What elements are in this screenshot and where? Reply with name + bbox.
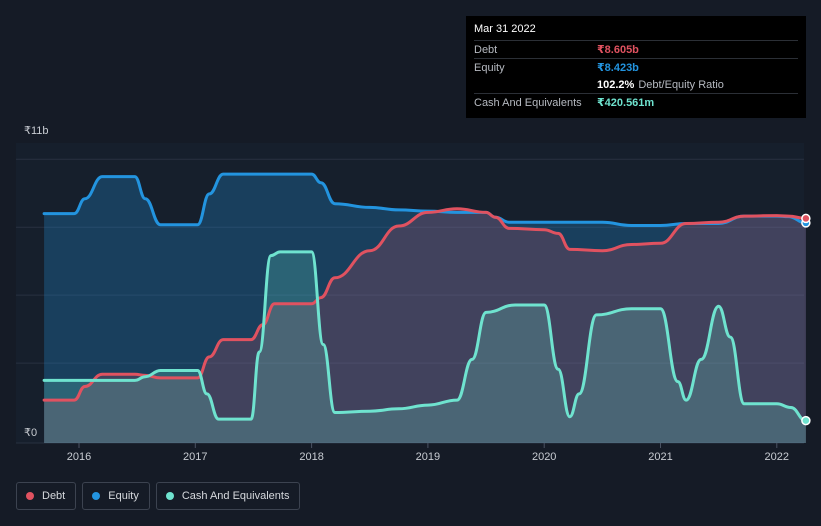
x-tick-label: 2021	[648, 451, 672, 463]
equity-area	[44, 174, 806, 443]
data-tooltip: Mar 31 2022 Debt ₹8.605b Equity ₹8.423b …	[466, 16, 806, 118]
equity-dot-icon	[92, 492, 101, 500]
debt-dot-icon	[26, 492, 34, 500]
x-tick-label: 2017	[183, 451, 207, 463]
tooltip-equity-label: Equity	[474, 61, 505, 74]
debt-endpoint-marker	[801, 213, 811, 224]
legend-equity-label: Equity	[108, 490, 139, 502]
series-lines	[42, 172, 808, 423]
tooltip-debt-label: Debt	[474, 43, 498, 56]
y-tick-label: ₹0	[24, 427, 37, 439]
x-tick-label: 2018	[299, 451, 323, 463]
tooltip-cash-value: ₹420.561m	[597, 97, 655, 109]
tooltip-cash-label: Cash And Equivalents	[474, 96, 582, 109]
tooltip-debt-value: ₹8.605b	[597, 44, 639, 56]
legend-debt-label: Debt	[42, 490, 66, 502]
plot-background	[16, 143, 804, 443]
cash-line	[42, 250, 808, 423]
cash-area	[44, 251, 806, 443]
series-areas	[44, 174, 806, 443]
y-axis-labels: ₹11b ₹0	[24, 125, 49, 439]
y-tick-label: ₹11b	[24, 125, 49, 137]
x-tick-label: 2022	[765, 451, 789, 463]
legend-cash-toggle[interactable]: Cash And Equivalents	[155, 482, 301, 510]
tooltip-equity-row: Equity ₹8.423b	[474, 58, 798, 76]
cash-endpoint-marker	[801, 415, 811, 426]
tooltip-date: Mar 31 2022	[474, 23, 536, 35]
x-tick-label: 2020	[532, 451, 556, 463]
legend-equity-toggle[interactable]: Equity	[82, 482, 150, 510]
tooltip-ratio-value: 102.2%	[597, 78, 635, 91]
debt-area	[44, 208, 806, 443]
series-endpoints	[801, 213, 811, 426]
x-tick-label: 2016	[67, 451, 91, 463]
tooltip-ratio-row: 102.2% Debt/Equity Ratio	[474, 76, 798, 93]
legend-debt-toggle[interactable]: Debt	[16, 482, 77, 510]
tooltip-equity-value: ₹8.423b	[597, 62, 639, 74]
gridlines	[16, 158, 804, 444]
tooltip-ratio-label: Debt/Equity Ratio	[638, 78, 724, 91]
x-tick-label: 2019	[416, 451, 440, 463]
legend-cash-label: Cash And Equivalents	[181, 490, 290, 502]
cash-dot-icon	[165, 492, 174, 500]
tooltip-cash-row: Cash And Equivalents ₹420.561m	[474, 93, 798, 111]
tooltip-debt-row: Debt ₹8.605b	[474, 40, 798, 58]
chart-legend: Debt Equity Cash And Equivalents	[16, 482, 301, 510]
equity-line	[42, 172, 808, 227]
x-axis-labels: 2016 2017 2018 2019 2020 2021 2022	[67, 443, 789, 463]
debt-line	[42, 207, 808, 402]
